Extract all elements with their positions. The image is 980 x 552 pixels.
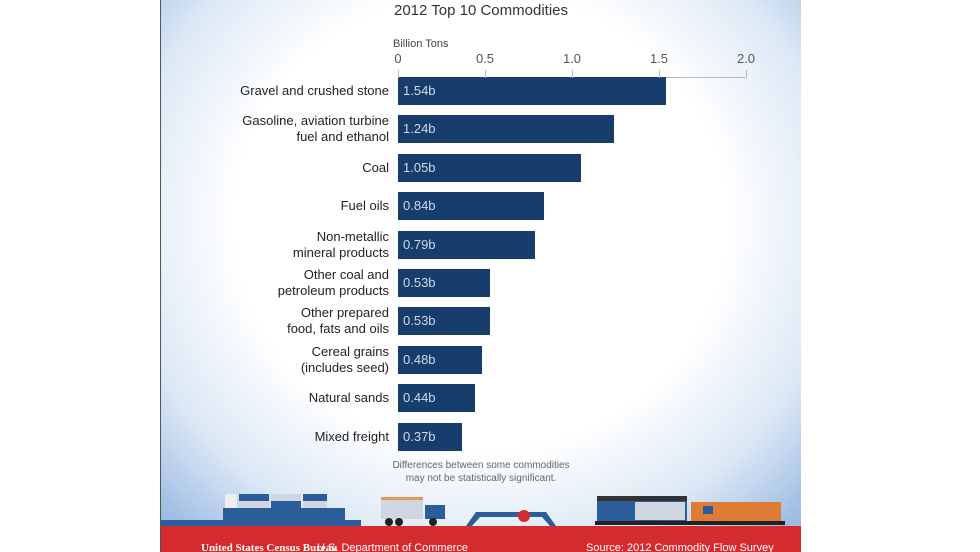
category-label-line: petroleum products	[277, 283, 389, 298]
category-label-line: Other coal and	[303, 267, 389, 282]
bar: 0.44b	[398, 384, 475, 413]
category-label: Coal	[362, 160, 389, 176]
bar: 0.53b	[398, 307, 491, 336]
category-label: Other coal and petroleum products	[278, 267, 389, 299]
x-tick-label: 2.0	[736, 51, 756, 66]
bar: 1.24b	[398, 115, 614, 144]
bar-value-label: 0.53b	[403, 313, 436, 329]
source-label: Source: 2012 Commodity Flow Survey	[586, 542, 774, 552]
train-icon	[595, 496, 785, 525]
bar: 1.54b	[398, 77, 666, 105]
census-logo: United States Census Bureau	[201, 542, 338, 552]
category-label-line: Mixed freight	[314, 428, 389, 444]
footnote: Differences between some commodities may …	[161, 459, 801, 485]
chart-title: 2012 Top 10 Commodities	[394, 2, 568, 19]
bar: 0.48b	[398, 345, 482, 374]
infographic: 2012 Top 10 Commodities Billion Tons Gra…	[160, 0, 801, 552]
department-label: U.S. Department of Commerce	[317, 542, 468, 552]
category-label: Fuel oils	[341, 198, 389, 214]
category-label-line: Natural sands	[308, 390, 389, 406]
x-tick-label: 0	[394, 51, 402, 66]
category-label-line: mineral products	[292, 244, 389, 260]
x-tick-label: 0.5	[475, 51, 495, 66]
category-label: Cereal grains (includes seed)	[301, 344, 389, 376]
bar-value-label: 0.37b	[403, 428, 436, 444]
bar-value-label: 1.05b	[403, 159, 436, 175]
category-label: Non-metallic mineral products	[293, 229, 389, 261]
axis-unit-label: Billion Tons	[393, 38, 449, 50]
bar: 0.37b	[398, 422, 463, 451]
bar: 0.84b	[398, 192, 545, 221]
bar-value-label: 0.53b	[403, 275, 436, 290]
category-label: Gravel and crushed stone	[240, 83, 389, 99]
truck-icon	[381, 497, 445, 526]
category-label-line: Gravel and crushed stone	[240, 83, 389, 98]
category-label: Gasoline, aviation turbine fuel and ethan…	[242, 113, 389, 145]
category-label-line: Fuel oils	[340, 198, 389, 214]
category-label-line: Other prepared	[300, 305, 389, 321]
bar-value-label: 0.79b	[403, 236, 436, 252]
category-label-line: fuel and ethanol	[296, 129, 389, 145]
bar: 0.53b	[398, 269, 491, 297]
x-gridline	[485, 70, 486, 78]
footnote-line: Differences between some commodities	[392, 460, 570, 471]
category-label-line: Non-metallic	[316, 228, 389, 244]
x-gridline	[659, 70, 660, 78]
bar-value-label: 1.24b	[403, 121, 436, 137]
water	[161, 520, 361, 528]
category-label-line: Gasoline, aviation turbine	[242, 113, 389, 129]
category-label: Natural sands	[309, 390, 389, 406]
category-label-line: Cereal grains	[311, 343, 389, 359]
footnote-line: may not be statistically significant.	[405, 473, 557, 484]
category-label: Other prepared food, fats and oils	[287, 305, 389, 337]
bar: 1.05b	[398, 153, 581, 182]
category-label-line: Coal	[362, 159, 389, 175]
x-gridline	[746, 70, 747, 78]
x-gridline	[572, 70, 573, 78]
footer-band	[161, 526, 801, 552]
bar-value-label: 0.84b	[403, 198, 436, 214]
category-label-line: food, fats and oils	[287, 321, 389, 337]
x-gridline	[398, 70, 399, 78]
bar-value-label: 1.54b	[403, 83, 436, 98]
x-tick-label: 1.5	[649, 51, 669, 66]
bar: 0.79b	[398, 230, 536, 259]
x-tick-label: 1.0	[562, 51, 582, 66]
bar-value-label: 0.48b	[403, 351, 436, 367]
category-label-line: (includes seed)	[300, 359, 389, 375]
pipeline-icon	[466, 510, 556, 526]
bar-value-label: 0.44b	[403, 390, 436, 406]
category-label: Mixed freight	[315, 429, 389, 445]
